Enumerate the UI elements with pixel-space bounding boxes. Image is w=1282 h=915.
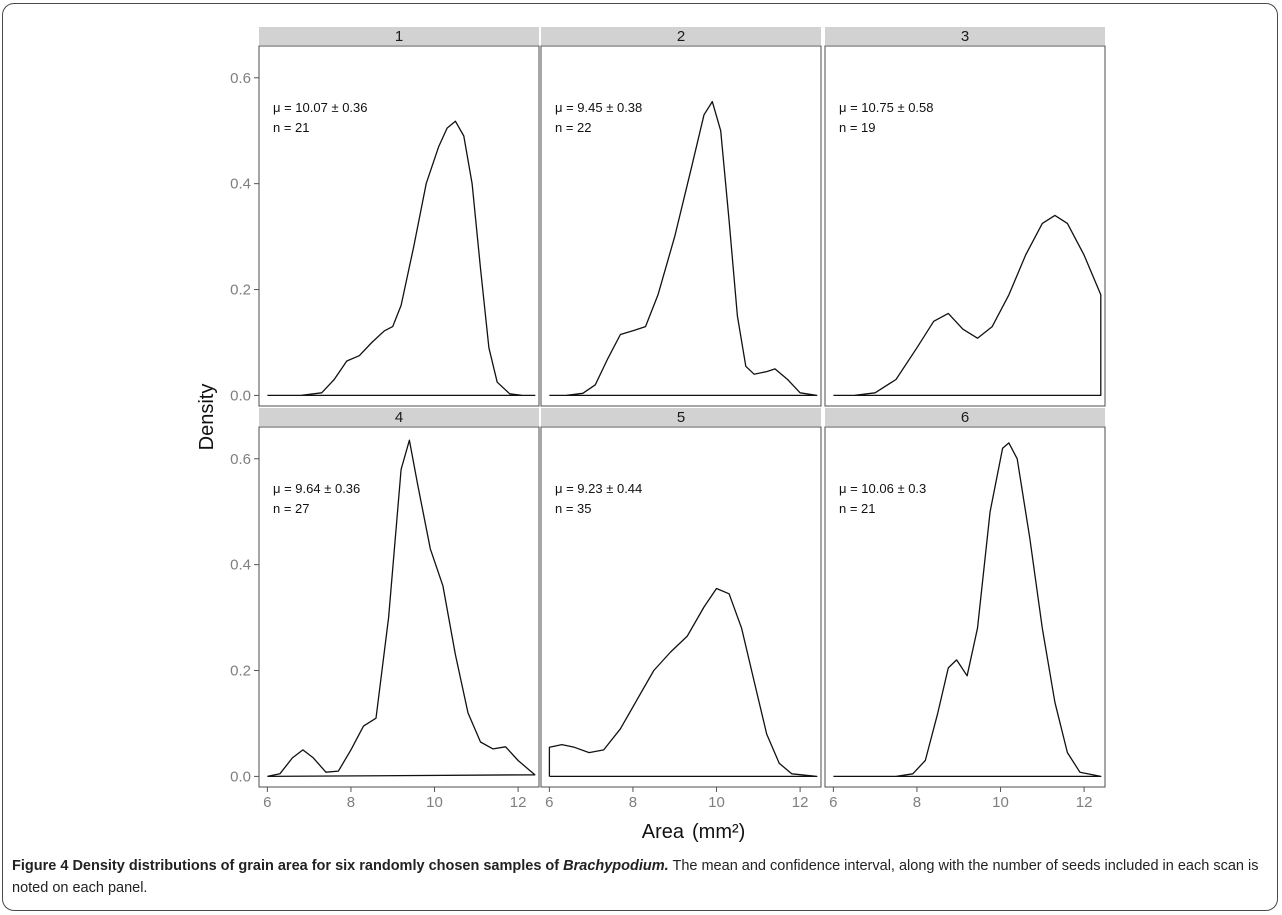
facet-strip-2 <box>541 27 821 45</box>
facet-strip-5 <box>541 408 821 426</box>
annotation-mean-4: μ = 9.64 ± 0.36 <box>273 481 360 496</box>
y-tick-label: 0.2 <box>230 282 251 299</box>
y-tick-label: 0.0 <box>230 768 251 785</box>
x-tick-label: 10 <box>426 794 443 811</box>
y-tick-label: 0.0 <box>230 387 251 404</box>
annotation-n-1: n = 21 <box>273 120 310 135</box>
density-facet-chart: 1 μ = 10.07 ± 0.36 n = 21 0.0 0.2 0.4 0.6 2 μ = … <box>196 27 1106 843</box>
x-tick-label: 10 <box>708 794 725 811</box>
panel-border-4 <box>258 426 540 788</box>
facet-strip-label-3: 3 <box>961 28 969 45</box>
caption-body: The mean and confidence interval, along … <box>12 858 1259 896</box>
x-tick-label: 8 <box>347 794 355 811</box>
annotation-n-5: n = 35 <box>555 501 592 516</box>
facet-strip-label-4: 4 <box>395 409 403 426</box>
facet-strip-label-2: 2 <box>677 28 685 45</box>
x-tick-label: 8 <box>913 794 921 811</box>
annotation-n-4: n = 27 <box>273 501 310 516</box>
y-tick-label: 0.6 <box>230 451 251 468</box>
facet-strip-label-5: 5 <box>677 409 685 426</box>
x-axis-title: Area <box>642 821 685 843</box>
density-curve-5 <box>548 587 818 778</box>
facet-strip-4 <box>259 408 539 426</box>
figure-frame <box>2 3 1278 911</box>
panel-border-1 <box>258 45 540 407</box>
facet-strip-label-6: 6 <box>961 409 969 426</box>
facet-strip-3 <box>825 27 1105 45</box>
x-tick-label: 6 <box>263 794 271 811</box>
caption-label: Figure 4 <box>12 858 69 874</box>
x-axis-unit: (mm²) <box>692 821 745 843</box>
density-curve-1 <box>267 120 536 397</box>
x-tick-label: 12 <box>510 794 527 811</box>
density-curve-4 <box>267 439 536 778</box>
x-tick-label: 10 <box>992 794 1009 811</box>
y-tick-label: 0.4 <box>230 557 251 574</box>
facet-strip-1 <box>259 27 539 45</box>
caption-italic-genus: Brachypodium. <box>563 858 669 874</box>
x-tick-label: 6 <box>829 794 837 811</box>
y-tick-label: 0.4 <box>230 176 251 193</box>
x-tick-label: 12 <box>1076 794 1093 811</box>
annotation-mean-6: μ = 10.06 ± 0.3 <box>839 481 926 496</box>
annotation-mean-1: μ = 10.07 ± 0.36 <box>273 100 368 115</box>
facet-strip-6 <box>825 408 1105 426</box>
x-tick-label: 12 <box>792 794 809 811</box>
density-curve-3 <box>833 214 1102 397</box>
panel-border-3 <box>824 45 1106 407</box>
annotation-mean-2: μ = 9.45 ± 0.38 <box>555 100 642 115</box>
y-tick-label: 0.2 <box>230 663 251 680</box>
density-curve-2 <box>549 100 818 397</box>
panel-border-2 <box>540 45 822 407</box>
axes-layer: 1 μ = 10.07 ± 0.36 n = 21 0.0 0.2 0.4 0.6 2 μ = … <box>230 27 1106 811</box>
annotation-n-3: n = 19 <box>839 120 876 135</box>
annotation-n-2: n = 22 <box>555 120 592 135</box>
density-curve-6 <box>833 442 1102 778</box>
y-tick-label: 0.6 <box>230 70 251 87</box>
caption-title: Density distributions of grain area for … <box>72 858 560 874</box>
facet-strip-label-1: 1 <box>395 28 403 45</box>
annotation-mean-5: μ = 9.23 ± 0.44 <box>555 481 642 496</box>
y-axis-title: Density <box>196 384 218 451</box>
x-tick-label: 8 <box>629 794 637 811</box>
figure-caption: Figure 4 Density distributions of grain … <box>12 855 1272 899</box>
annotation-mean-3: μ = 10.75 ± 0.58 <box>839 100 934 115</box>
panel-border-5 <box>540 426 822 788</box>
x-tick-label: 6 <box>545 794 553 811</box>
annotation-n-6: n = 21 <box>839 501 876 516</box>
panel-border-6 <box>824 426 1106 788</box>
